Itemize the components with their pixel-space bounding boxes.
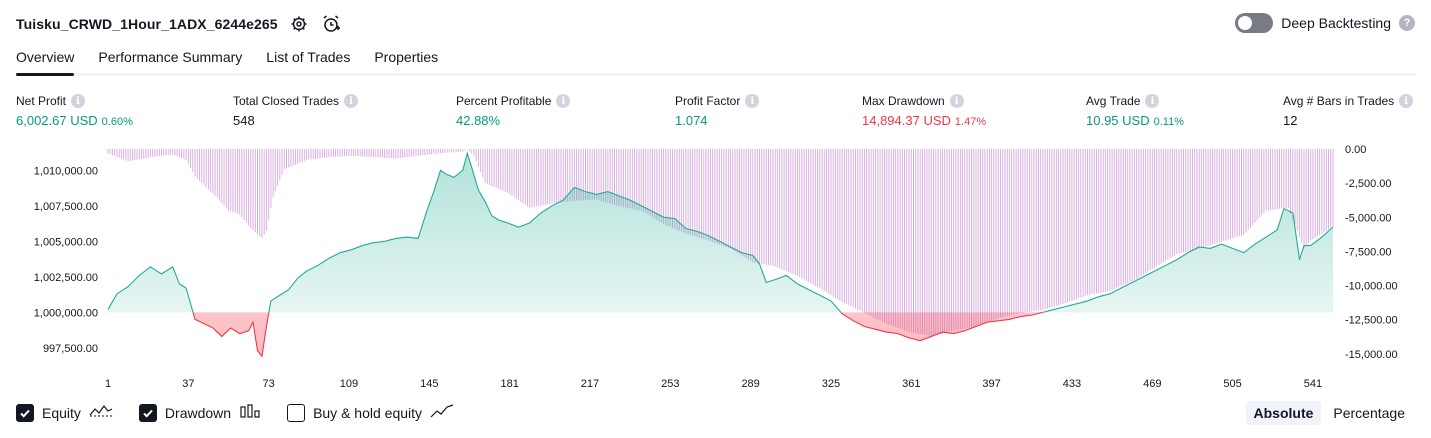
metric-percent: 0.11% (1153, 116, 1184, 128)
x-axis-label: 361 (902, 378, 920, 390)
percentage-button[interactable]: Percentage (1333, 405, 1405, 421)
x-axis-label: 397 (982, 378, 1000, 390)
x-axis-label: 253 (661, 378, 679, 390)
toggle-knob (1238, 16, 1253, 30)
metric-total-closed-trades: Total Closed Trades i 548 (233, 93, 359, 128)
x-axis-label: 181 (500, 378, 518, 390)
metric-avg-trade: Avg Trade i 10.95 USD 0.11% (1086, 93, 1184, 128)
tab-performance-summary[interactable]: Performance Summary (98, 49, 243, 65)
info-icon[interactable]: i (745, 94, 760, 108)
left-axis-label: 1,007,500.00 (34, 201, 98, 213)
legend-buy-hold[interactable]: Buy & hold equity (287, 403, 454, 422)
equity-area-negative (192, 312, 1043, 357)
buy-hold-line-icon (430, 403, 454, 422)
legend-label: Equity (42, 404, 81, 421)
metric-value: 10.95 USD (1086, 113, 1150, 128)
metric-label: Avg Trade (1086, 94, 1141, 108)
metric-percent: 0.60% (101, 116, 133, 128)
metric-value: 42.88% (456, 113, 501, 128)
metric-label: Total Closed Trades (233, 94, 340, 108)
metric-label: Max Drawdown (862, 94, 945, 108)
left-axis-label: 1,010,000.00 (34, 165, 98, 177)
metric-value: 6,002.67 USD (16, 113, 98, 128)
metric-avg-bars: Avg # Bars in Trades i 12 (1283, 93, 1414, 128)
strategy-header: Tuisku_CRWD_1Hour_1ADX_6244e265 (16, 12, 342, 36)
legend-label: Drawdown (164, 404, 232, 421)
metric-percent: 1.47% (954, 116, 987, 128)
x-axis: 1 37 73 109 145 181 217 253 289 325 361 397 433 469 50… (105, 378, 1322, 390)
left-axis-label: 1,002,500.00 (34, 272, 98, 284)
info-icon[interactable]: i (556, 94, 571, 108)
value-mode-switch: Absolute Percentage (1245, 401, 1414, 425)
right-axis-label: -15,000.00 (1345, 349, 1398, 361)
deep-backtesting-control: Deep Backtesting ? (1235, 13, 1415, 33)
x-axis-label: 73 (263, 378, 275, 390)
tab-overview[interactable]: Overview (16, 46, 75, 76)
drawdown-bars-icon (239, 403, 261, 422)
x-axis-label: 1 (105, 378, 111, 390)
right-axis-label: -2,500.00 (1345, 178, 1391, 190)
right-axis-label: -7,500.00 (1345, 246, 1391, 258)
metric-value: 12 (1283, 113, 1298, 128)
x-axis-label: 109 (340, 378, 358, 390)
metric-label: Net Profit (16, 94, 67, 108)
x-axis-label: 145 (420, 378, 438, 390)
right-axis-label: -5,000.00 (1345, 212, 1391, 224)
metric-value: 1.074 (675, 113, 708, 128)
absolute-button[interactable]: Absolute (1245, 401, 1322, 425)
equity-line-positive (107, 151, 1334, 313)
x-axis-label: 505 (1223, 378, 1241, 390)
right-axis: 0.00 -2,500.00 -5,000.00 -7,500.00 -10,000.0… (1345, 144, 1398, 361)
equity-line-icon (89, 403, 113, 422)
equity-checkbox[interactable] (16, 403, 34, 422)
legend-label: Buy & hold equity (313, 404, 423, 421)
buy-hold-checkbox[interactable] (287, 403, 306, 422)
deep-backtesting-toggle[interactable] (1235, 13, 1274, 33)
metric-profit-factor: Profit Factor i 1.074 (675, 93, 760, 128)
x-axis-label: 433 (1063, 378, 1081, 390)
right-axis-label: 0.00 (1345, 144, 1366, 156)
metric-net-profit: Net Profit i 6,002.67 USD 0.60% (16, 93, 133, 128)
drawdown-checkbox[interactable] (138, 403, 157, 422)
alarm-clock-add-icon[interactable] (320, 13, 342, 35)
metric-value: 548 (233, 113, 255, 128)
metric-max-drawdown: Max Drawdown i 14,894.37 USD 1.47% (862, 93, 986, 128)
metric-label: Avg # Bars in Trades (1283, 94, 1395, 108)
chart-legend: Equity Drawdown Buy & hold equity (16, 403, 454, 422)
x-axis-label: 217 (581, 378, 599, 390)
info-icon[interactable]: i (344, 94, 359, 108)
equity-chart[interactable]: 1,010,000.00 1,007,500.00 1,005,000.00 1,00… (0, 140, 1431, 396)
strategy-name: Tuisku_CRWD_1Hour_1ADX_6244e265 (16, 16, 278, 32)
report-tabs: Overview Performance Summary List of Tra… (16, 46, 1415, 76)
info-icon[interactable]: i (1399, 94, 1414, 108)
equity-area-positive (108, 153, 1333, 313)
deep-backtesting-label: Deep Backtesting (1281, 15, 1391, 31)
x-axis-label: 37 (182, 378, 194, 390)
info-icon[interactable]: i (1145, 94, 1160, 108)
drawdown-bars (107, 149, 1334, 337)
info-icon[interactable]: i (949, 94, 964, 108)
metric-value: 14,894.37 USD (862, 113, 951, 128)
right-axis-label: -10,000.00 (1345, 281, 1398, 293)
right-axis-label: -12,500.00 (1345, 315, 1398, 327)
metric-label: Percent Profitable (456, 94, 552, 108)
x-axis-label: 541 (1304, 378, 1322, 390)
tab-properties[interactable]: Properties (374, 49, 439, 65)
x-axis-label: 469 (1143, 378, 1161, 390)
left-axis-label: 1,000,000.00 (34, 307, 98, 319)
help-icon[interactable]: ? (1399, 15, 1415, 31)
x-axis-label: 325 (822, 378, 840, 390)
legend-drawdown[interactable]: Drawdown (138, 403, 261, 422)
legend-equity[interactable]: Equity (16, 403, 113, 422)
tab-list-of-trades[interactable]: List of Trades (266, 49, 351, 65)
info-icon[interactable]: i (71, 94, 86, 108)
gear-icon[interactable] (288, 13, 310, 35)
left-axis-label: 997,500.00 (43, 343, 98, 355)
x-axis-label: 289 (741, 378, 759, 390)
metrics-row: Net Profit i 6,002.67 USD 0.60% Total Clos… (16, 93, 1416, 133)
metric-percent-profitable: Percent Profitable i 42.88% (456, 93, 571, 128)
left-axis-label: 1,005,000.00 (34, 236, 98, 248)
left-axis: 1,010,000.00 1,007,500.00 1,005,000.00 1,00… (34, 165, 98, 354)
metric-label: Profit Factor (675, 94, 741, 108)
